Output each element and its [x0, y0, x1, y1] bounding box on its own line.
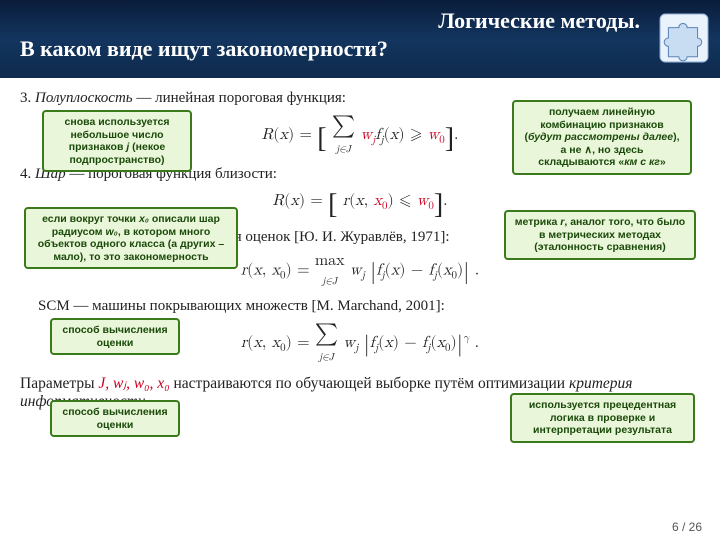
header-title-2: В каком виде ищут закономерности? — [20, 36, 700, 62]
item-3-num: 3. — [20, 90, 31, 106]
scm-label: SCM — машины покрывающих множеств [M. Ma… — [38, 298, 700, 315]
page-sep: / — [679, 520, 689, 534]
page-cur: 6 — [672, 520, 679, 534]
callout-4: метрика r, аналог того, что было в метри… — [504, 210, 696, 260]
callout-3: если вокруг точки x₀ описали шар радиусо… — [24, 207, 238, 269]
slide-header: Логические методы. В каком виде ищут зак… — [0, 0, 720, 78]
params-mid: настраиваются по обучающей выборке путём… — [170, 375, 569, 392]
callout-7: используется прецедентная логика в прове… — [510, 393, 695, 443]
header-title-1: Логические методы. — [20, 8, 700, 34]
page-total: 26 — [689, 520, 702, 534]
puzzle-icon — [658, 12, 710, 64]
callout-6: способ вычисления оценки — [50, 400, 180, 437]
callout-2: получаем линейную комбинацию признаков (… — [512, 100, 692, 175]
params-pre: Параметры — [20, 375, 98, 392]
item-4-num: 4. — [20, 166, 31, 182]
item-3-desc: — линейная пороговая функция: — [136, 90, 346, 106]
callout-1: снова используется небольшое число призн… — [42, 110, 192, 172]
callout-5: способ вычисления оценки — [50, 318, 180, 355]
page-number: 6 / 26 — [672, 520, 702, 534]
params-list: J, wⱼ, w₀, x₀ — [98, 375, 169, 392]
item-3-name: Полуплоскость — [35, 90, 133, 106]
